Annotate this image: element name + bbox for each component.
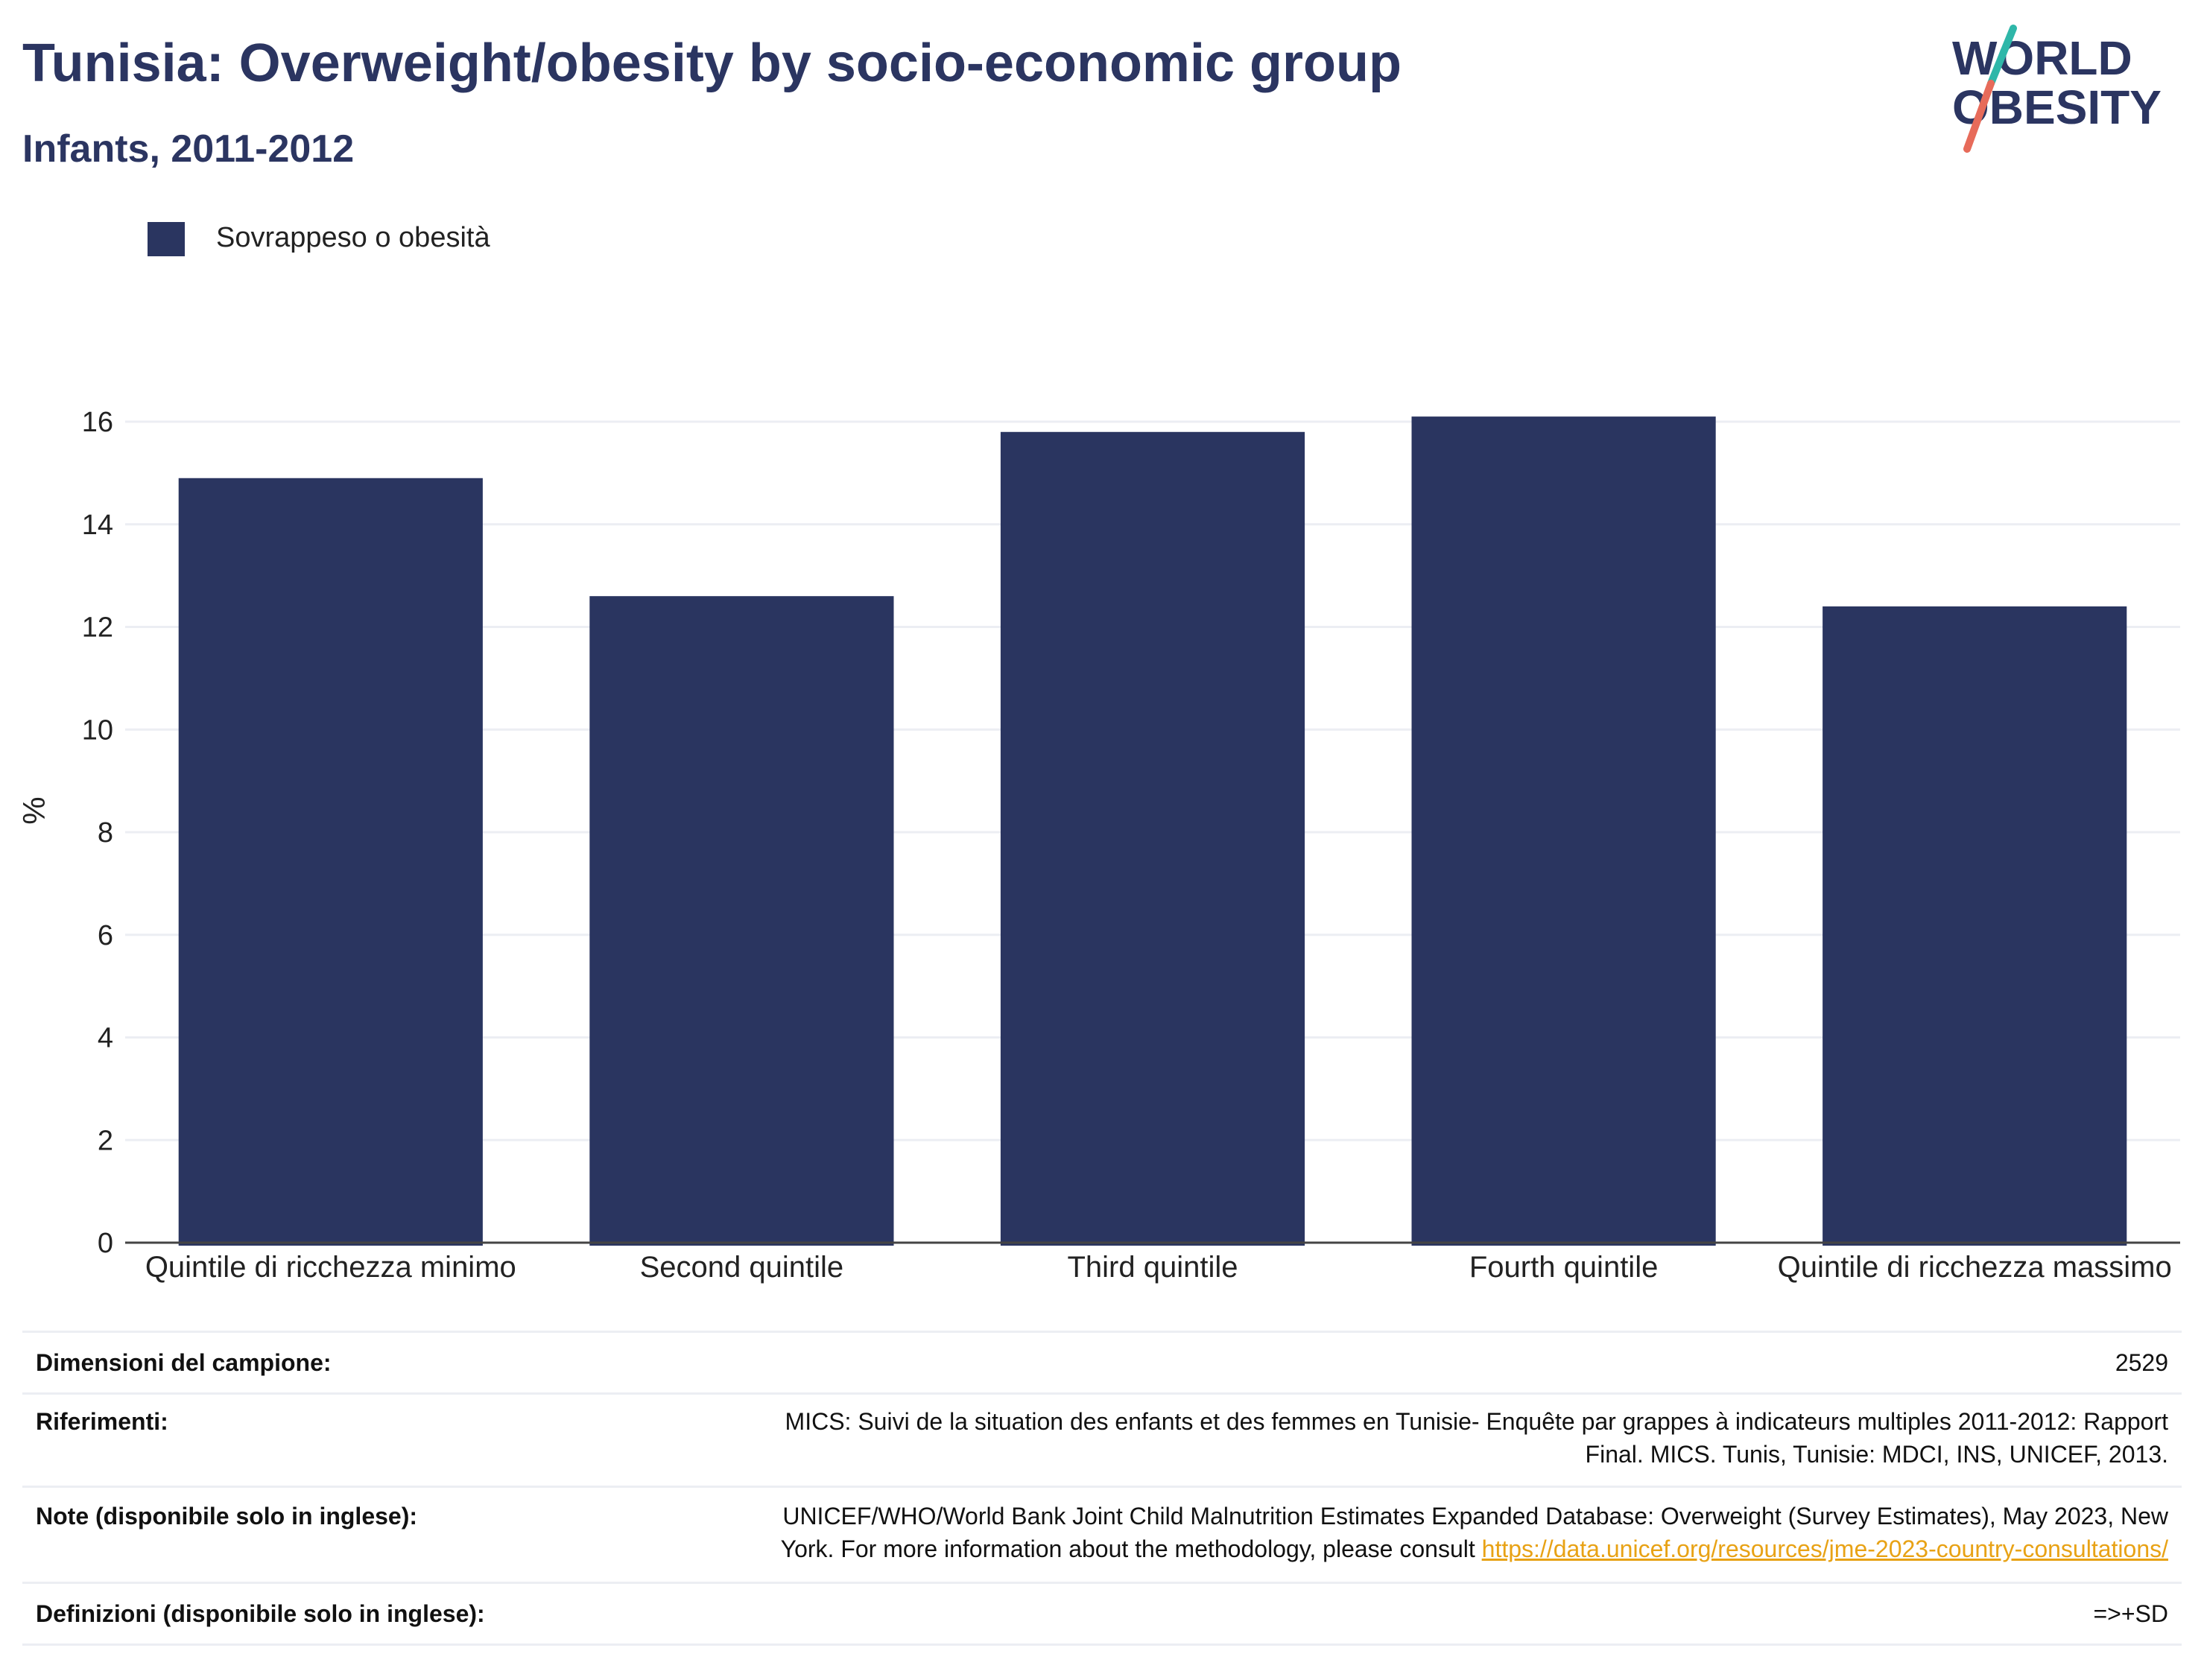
x-tick-label: Second quintile xyxy=(640,1251,844,1284)
y-tick-label: 0 xyxy=(98,1228,113,1259)
bar[interactable] xyxy=(1823,606,2127,1246)
definitions-value: =>+SD xyxy=(2093,1600,2168,1627)
logo-text-world: WORLD xyxy=(1952,31,2132,85)
y-tick-label: 4 xyxy=(98,1023,113,1054)
references-line-2: Final. MICS. Tunis, Tunisie: MDCI, INS, … xyxy=(1585,1441,2168,1468)
y-tick-label: 10 xyxy=(82,714,113,746)
y-tick-label: 6 xyxy=(98,920,113,951)
y-axis-label: % xyxy=(16,796,51,824)
sample-size-label: Dimensioni del campione: xyxy=(36,1349,332,1376)
methodology-link[interactable]: https://data.unicef.org/resources/jme-20… xyxy=(1481,1535,2168,1562)
legend-swatch xyxy=(148,222,185,256)
x-tick-label: Quintile di ricchezza massimo xyxy=(1778,1251,2172,1284)
x-tick-label: Fourth quintile xyxy=(1469,1251,1658,1284)
references-line-1: MICS: Suivi de la situation des enfants … xyxy=(785,1408,2168,1435)
notes-line-2: York. For more information about the met… xyxy=(780,1535,1475,1562)
definitions-row: Definizioni (disponibile solo in inglese… xyxy=(22,1582,2182,1646)
references-label: Riferimenti: xyxy=(36,1408,168,1435)
info-table: Dimensioni del campione: 2529 Riferiment… xyxy=(22,1331,2182,1646)
y-tick-label: 16 xyxy=(82,407,113,438)
x-tick-label: Third quintile xyxy=(1067,1251,1238,1284)
logo-slash-coral xyxy=(1963,80,1995,153)
axes: 0 2 4 6 8 10 12 14 16 Quintile di ricchezza minim… xyxy=(82,407,2180,1284)
sample-size-row: Dimensioni del campione: 2529 xyxy=(22,1331,2182,1392)
y-tick-label: 2 xyxy=(98,1125,113,1156)
notes-value: UNICEF/WHO/World Bank Joint Child Malnut… xyxy=(641,1500,2168,1565)
bars xyxy=(178,416,2127,1246)
notes-line-1: UNICEF/WHO/World Bank Joint Child Malnut… xyxy=(782,1503,2168,1530)
y-tick-label: 12 xyxy=(82,612,113,644)
chart-title: Tunisia: Overweight/obesity by socio-eco… xyxy=(22,34,1402,93)
bar-chart: 0 2 4 6 8 10 12 14 16 Quintile di ricchezza minim… xyxy=(16,407,2180,1284)
y-tick-label: 8 xyxy=(98,817,113,849)
x-tick-label: Quintile di ricchezza minimo xyxy=(145,1251,516,1284)
bar[interactable] xyxy=(1000,431,1305,1246)
chart-subtitle: Infants, 2011-2012 xyxy=(22,127,355,171)
notes-row: Note (disponibile solo in inglese): UNIC… xyxy=(22,1486,2182,1582)
sample-size-value: 2529 xyxy=(2115,1349,2168,1376)
y-tick-label: 14 xyxy=(82,510,113,541)
legend-label: Sovrappeso o obesità xyxy=(216,222,490,253)
references-row: Riferimenti: MICS: Suivi de la situation… xyxy=(22,1392,2182,1486)
logo-slash-teal xyxy=(1987,25,2017,87)
definitions-label: Definizioni (disponibile solo in inglese… xyxy=(36,1600,485,1627)
bar[interactable] xyxy=(589,596,894,1246)
bar[interactable] xyxy=(1411,416,1716,1246)
bar[interactable] xyxy=(178,478,483,1246)
world-obesity-logo: WORLD OBESITY xyxy=(1952,25,2162,153)
references-value: MICS: Suivi de la situation des enfants … xyxy=(641,1405,2168,1471)
notes-label: Note (disponibile solo in inglese): xyxy=(36,1503,418,1530)
